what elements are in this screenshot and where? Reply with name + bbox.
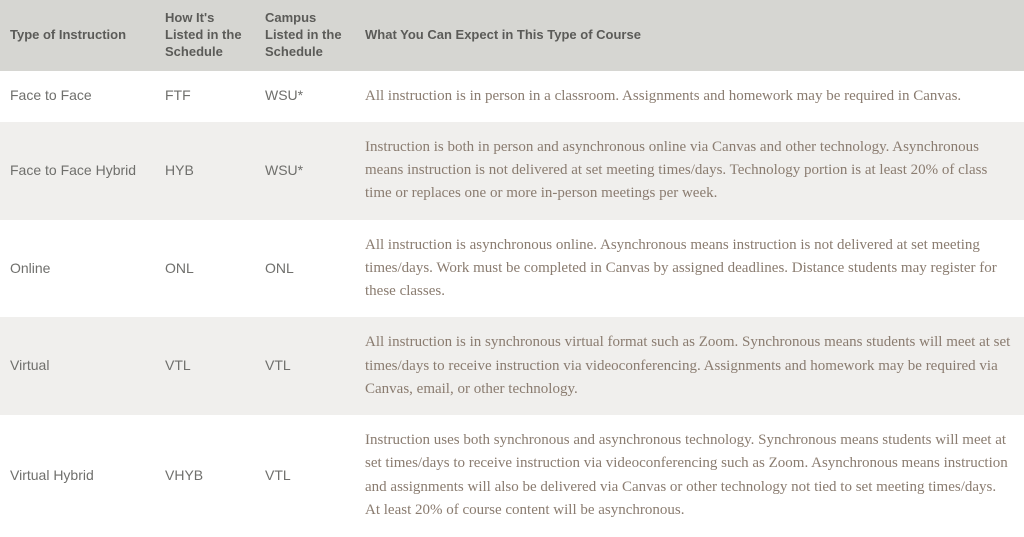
cell-type: Virtual bbox=[0, 317, 155, 415]
cell-expect: All instruction is in synchronous virtua… bbox=[355, 317, 1024, 415]
cell-campus: ONL bbox=[255, 220, 355, 318]
cell-listed: HYB bbox=[155, 122, 255, 220]
col-header-type: Type of Instruction bbox=[0, 0, 155, 71]
col-header-campus: Campus Listed in the Schedule bbox=[255, 0, 355, 71]
cell-expect: All instruction is asynchronous online. … bbox=[355, 220, 1024, 318]
cell-type: Face to Face Hybrid bbox=[0, 122, 155, 220]
cell-expect: Instruction uses both synchronous and as… bbox=[355, 415, 1024, 536]
cell-campus: VTL bbox=[255, 317, 355, 415]
cell-campus: VTL bbox=[255, 415, 355, 536]
cell-listed: ONL bbox=[155, 220, 255, 318]
cell-listed: VHYB bbox=[155, 415, 255, 536]
cell-listed: VTL bbox=[155, 317, 255, 415]
table-row: Online ONL ONL All instruction is asynch… bbox=[0, 220, 1024, 318]
cell-expect: All instruction is in person in a classr… bbox=[355, 71, 1024, 122]
cell-expect: Instruction is both in person and asynch… bbox=[355, 122, 1024, 220]
cell-type: Online bbox=[0, 220, 155, 318]
table-row: Face to Face FTF WSU* All instruction is… bbox=[0, 71, 1024, 122]
cell-listed: FTF bbox=[155, 71, 255, 122]
cell-type: Virtual Hybrid bbox=[0, 415, 155, 536]
instruction-types-table: Type of Instruction How It's Listed in t… bbox=[0, 0, 1024, 536]
col-header-expect: What You Can Expect in This Type of Cour… bbox=[355, 0, 1024, 71]
table-row: Virtual VTL VTL All instruction is in sy… bbox=[0, 317, 1024, 415]
table-row: Virtual Hybrid VHYB VTL Instruction uses… bbox=[0, 415, 1024, 536]
table-row: Face to Face Hybrid HYB WSU* Instruction… bbox=[0, 122, 1024, 220]
cell-campus: WSU* bbox=[255, 71, 355, 122]
cell-type: Face to Face bbox=[0, 71, 155, 122]
cell-campus: WSU* bbox=[255, 122, 355, 220]
col-header-listed: How It's Listed in the Schedule bbox=[155, 0, 255, 71]
table-header-row: Type of Instruction How It's Listed in t… bbox=[0, 0, 1024, 71]
